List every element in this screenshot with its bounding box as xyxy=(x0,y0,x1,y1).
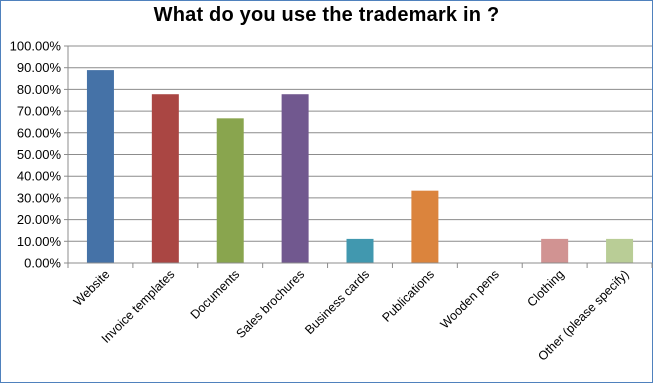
x-tick-label: Publications xyxy=(379,267,437,325)
y-tick-label: 20.00% xyxy=(17,212,62,227)
y-tick-label: 90.00% xyxy=(17,60,62,75)
y-tick-label: 70.00% xyxy=(17,104,62,119)
bar-documents xyxy=(216,118,244,263)
y-tick-label: 0.00% xyxy=(24,256,61,271)
y-tick-label: 50.00% xyxy=(17,147,62,162)
bar-invoice-templates xyxy=(151,94,179,263)
x-tick-label: Wooden pens xyxy=(438,267,502,331)
chart-title: What do you use the trademark in ? xyxy=(153,4,500,26)
bar-website xyxy=(86,70,114,263)
y-tick-label: 100.00% xyxy=(10,39,62,54)
y-tick-label: 80.00% xyxy=(17,82,62,97)
bars xyxy=(86,70,634,263)
bar-clothing xyxy=(541,238,569,263)
bar-business-cards xyxy=(346,238,374,263)
bar-other-please-specify xyxy=(606,238,634,263)
y-tick-label: 10.00% xyxy=(17,234,62,249)
bar-sales-brochures xyxy=(281,94,309,263)
axes xyxy=(67,46,653,268)
x-tick-label: Clothing xyxy=(524,267,566,309)
y-axis-ticks: 0.00% 10.00% 20.00% 30.00% 40.00% 50.00% 60.00… xyxy=(10,39,62,271)
y-tick-label: 30.00% xyxy=(17,190,62,205)
x-tick-label: Website xyxy=(71,267,113,309)
x-tick-label: Documents xyxy=(188,267,243,322)
x-tick-label: Business cards xyxy=(302,267,372,337)
y-tick-label: 60.00% xyxy=(17,125,62,140)
x-tick-label: Sales brochures xyxy=(233,267,307,341)
y-tick-label: 40.00% xyxy=(17,169,62,184)
bar-publications xyxy=(411,190,439,263)
